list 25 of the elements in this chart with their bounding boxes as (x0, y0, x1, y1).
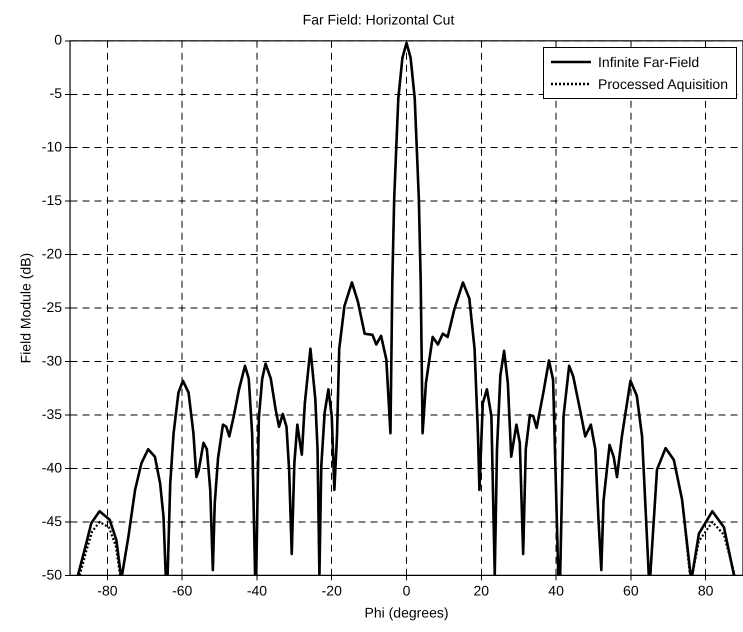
y-tick-label: -30 (42, 352, 62, 368)
x-tick-label: 20 (474, 582, 490, 599)
x-tick-label: 40 (548, 582, 564, 599)
y-tick-label: -50 (42, 566, 62, 582)
x-tick-label: 0 (402, 582, 411, 599)
y-tick-label: -10 (42, 138, 62, 155)
y-tick-label: -35 (42, 406, 62, 422)
y-tick-label: -25 (42, 298, 62, 315)
legend-label: Processed Aquisition (598, 76, 728, 92)
y-tick-label: 0 (54, 32, 62, 48)
y-tick-label: -15 (42, 192, 62, 208)
y-axis-title: Field Module (dB) (17, 252, 34, 364)
chart-title: Far Field: Horizontal Cut (302, 11, 454, 28)
y-tick-label: -20 (42, 246, 62, 262)
y-tick-label: -40 (42, 459, 62, 476)
y-tick-label: -5 (50, 85, 62, 102)
x-axis-title: Phi (degrees) (364, 604, 449, 620)
x-tick-label: -40 (246, 582, 268, 599)
x-tick-label: 60 (623, 582, 639, 599)
x-tick-label: -20 (322, 582, 342, 599)
x-tick-label: -60 (172, 582, 193, 599)
x-tick-label: 80 (698, 582, 714, 599)
legend-label: Infinite Far-Field (598, 54, 700, 70)
y-tick-label: -45 (42, 512, 62, 529)
x-tick-label: -80 (97, 582, 118, 599)
